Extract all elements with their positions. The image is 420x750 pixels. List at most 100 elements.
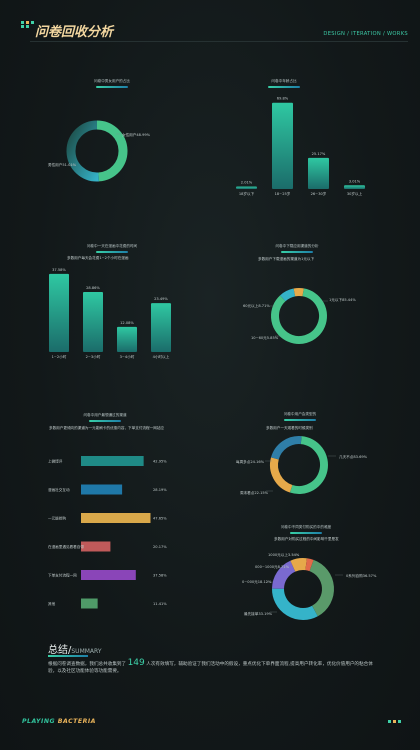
chart-title-type: 问卷中用户会类型的 xyxy=(283,412,317,416)
preference-value-label: 28.19% xyxy=(153,488,167,492)
difficulty-donut-slice-label: 000~1000元8.71% xyxy=(255,565,290,569)
time-bars-bar xyxy=(117,326,137,352)
header-divider xyxy=(30,41,408,42)
chart-subtitle-time: 多数用户每天会花费1~2个小时在漫画 xyxy=(67,256,129,260)
time-bars-value-label: 28.86% xyxy=(86,286,100,290)
preference-bar xyxy=(81,598,98,609)
brand-part2: BACTERIA xyxy=(57,718,96,725)
preference-value-label: 20.17% xyxy=(153,545,167,549)
decor-dots-icon xyxy=(21,25,29,28)
time-bars-bar xyxy=(49,273,69,352)
gender-donut-slice-label: 女性用户48.99% xyxy=(122,132,151,137)
chart-title-underline xyxy=(268,86,300,88)
summary-text: 根据问卷调查数据，我们总共收集到了 149 人次有效填写，辅助验证了我们活动中的… xyxy=(48,658,380,675)
chart-title-difficulty: 问卷中不同类付购买的中的难度 xyxy=(280,525,332,529)
difficulty-donut-slice-label: 1000元以上3.54% xyxy=(268,552,300,557)
preference-value-label: 11.41% xyxy=(153,602,167,606)
summary-count: 149 xyxy=(127,658,145,668)
chart-title-underline xyxy=(284,419,316,421)
chart-subtitle-type: 多数用户一天观看的时候类别 xyxy=(266,426,313,430)
time-bars-bar xyxy=(83,292,103,352)
age-bars-category-label: 18~25岁 xyxy=(275,191,291,196)
difficulty-donut-slice xyxy=(309,559,334,617)
channel-donut-slice xyxy=(271,288,327,344)
preference-category-label: 下单支付流程一网 xyxy=(48,573,77,578)
chart-title-underline xyxy=(89,420,121,422)
chart-subtitle-preference: 多数用户更倾向的渠道为一元能刷卡的优惠内容，下单支付流程一网站应 xyxy=(49,426,164,430)
chart-title-time: 问卷中一天在漫画中花费的时间 xyxy=(86,244,138,248)
channel-donut-slice-label: 1元以下85.44% xyxy=(329,298,356,302)
age-bars-bar xyxy=(272,102,293,189)
time-bars-category-label: 2~3小时 xyxy=(86,354,101,359)
difficulty-donut-slice xyxy=(305,558,314,572)
summary-title-cn: 总结/ xyxy=(48,645,72,656)
channel-donut-slice xyxy=(280,288,296,302)
preference-category-label: 其他 xyxy=(48,601,56,606)
chart-title-underline xyxy=(96,251,128,253)
type-donut-slice-label: 每周多点24.16% xyxy=(236,459,265,464)
type-donut-slice xyxy=(270,457,293,493)
age-bars-value-label: 69.8% xyxy=(277,97,289,101)
gender-donut-slice-label: 男性用户51.01% xyxy=(48,162,77,167)
preference-value-label: 42.95% xyxy=(153,460,167,464)
brand-part1: PLAYING xyxy=(22,718,56,725)
type-donut-slice xyxy=(271,436,302,460)
difficulty-donut-slice-label: 最先接单33.19% xyxy=(244,611,273,616)
time-bars-value-label: 12.08% xyxy=(120,321,134,325)
time-bars-category-label: 3~4小时 xyxy=(120,354,135,359)
time-bars-category-label: 1~2小时 xyxy=(52,354,67,359)
gender-donut-slice xyxy=(96,120,128,182)
preference-value-label: 47.65% xyxy=(153,517,167,521)
chart-title-preference: 问卷中用户最想通过的渠道 xyxy=(83,413,127,417)
preference-category-label: 上微博评 xyxy=(48,459,63,464)
preference-bar xyxy=(81,513,151,523)
chart-title-underline xyxy=(96,86,128,88)
chart-title-underline xyxy=(281,251,313,253)
age-bars-bar xyxy=(308,157,329,189)
difficulty-donut-slice xyxy=(290,558,307,572)
age-bars-value-label: 3.01% xyxy=(349,179,361,183)
chart-title-underline xyxy=(290,532,322,534)
preference-value-label: 37.58% xyxy=(153,574,167,578)
chart-title-channel: 问卷中下载应用渠道的分析 xyxy=(275,244,319,248)
preference-bar xyxy=(81,456,144,466)
type-donut-slice-label: 周末看点22.15% xyxy=(240,490,269,495)
age-bars-bar xyxy=(344,185,365,189)
age-bars-bar xyxy=(236,186,257,189)
channel-donut-slice-label: 10~60元5.85% xyxy=(251,336,279,340)
age-bars-value-label: 2.01% xyxy=(241,181,253,185)
decor-dots-icon xyxy=(21,21,34,24)
summary-text-after: 人次有效填写，辅助验证了我们活动中的假设，重点优化下单界面流程,提高用户转化率，… xyxy=(48,662,373,674)
difficulty-donut-slice xyxy=(272,588,318,620)
difficulty-donut-slice xyxy=(272,560,296,590)
time-bars-value-label: 37.58% xyxy=(52,268,66,272)
time-bars-value-label: 23.49% xyxy=(154,297,168,301)
time-bars-category-label: 4小时以上 xyxy=(153,354,170,359)
age-bars-category-label: 18岁以下 xyxy=(239,191,255,196)
type-donut-slice-label: 几天不点83.69% xyxy=(339,454,368,459)
page-title: 问卷回收分析 xyxy=(35,25,114,40)
preference-bar xyxy=(81,484,123,495)
chart-title-gender: 问卷中男女用户的占比 xyxy=(94,79,130,83)
gender-donut-slice xyxy=(66,120,99,182)
channel-donut-slice-label: 60元以上8.71% xyxy=(243,303,270,308)
summary-title-en: SUMMARY xyxy=(71,648,102,655)
design-tag: DESIGN / ITERATION / WORKS xyxy=(323,31,408,37)
preference-category-label: 一元能抢购 xyxy=(48,516,66,521)
difficulty-donut-slice-label: 0~000元18.12% xyxy=(242,580,272,584)
chart-subtitle-channel: 多数用户下载漫画的渠道为1元以下 xyxy=(258,257,315,261)
brand-logo: PLAYING BACTERIA xyxy=(22,718,96,725)
type-donut-slice xyxy=(289,436,328,494)
preference-category-label: 在漫画里遇见看看自带 xyxy=(48,544,84,549)
chart-subtitle-difficulty: 多数用户对购买过程的中间影响千里是发 xyxy=(274,537,339,541)
time-bars-bar xyxy=(151,303,171,352)
chart-title-age: 问卷中年龄占比 xyxy=(271,79,297,83)
preference-bar xyxy=(81,541,111,552)
summary-title: 总结/SUMMARY xyxy=(48,641,101,656)
preference-bar xyxy=(81,570,136,580)
age-bars-category-label: 30岁以上 xyxy=(347,191,363,196)
decor-dots-icon xyxy=(388,720,401,723)
age-bars-value-label: 25.17% xyxy=(312,152,326,156)
